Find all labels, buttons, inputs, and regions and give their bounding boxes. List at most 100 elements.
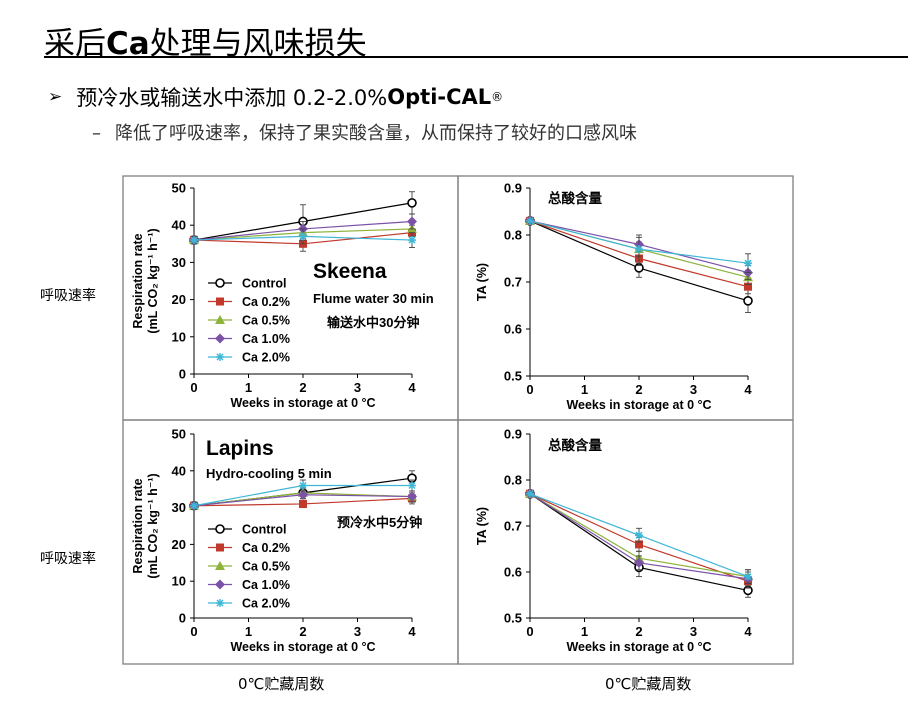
y-tick-label: 50 [172, 427, 186, 442]
chart-legend: Control Ca 0.2% Ca 0.5% Ca 1.0% Ca 2.0% [208, 523, 290, 611]
y-axis-unit: (mL CO₂ kg⁻¹ h⁻¹) [146, 473, 160, 578]
y-axis-label: TA (%) [475, 263, 489, 301]
legend-item: Ca 0.5% [208, 560, 290, 574]
bullet-sub-text: 降低了呼吸速率，保持了果实酸含量，从而保持了较好的口感风味 [115, 123, 637, 144]
marker-diamond [634, 557, 644, 568]
x-tick-label: 2 [635, 624, 642, 639]
y-tick-label: 0.5 [504, 369, 522, 384]
y-tick-label: 0.9 [504, 181, 522, 196]
marker-star [526, 216, 534, 225]
marker-square [299, 499, 307, 508]
x-tick-label: 1 [245, 624, 252, 639]
series-ca-2-0- [526, 216, 752, 274]
bullet-brand: Opti-CAL [387, 85, 492, 109]
marker-star-stroke [299, 481, 307, 490]
legend-label: Control [242, 523, 286, 537]
y-tick-label: 30 [172, 255, 186, 270]
series-ca-2-0- [526, 489, 752, 584]
legend-label: Control [242, 277, 286, 291]
x-axis-label: Weeks in storage at 0 °C [230, 640, 375, 654]
legend-label: Ca 1.0% [242, 332, 290, 346]
legend-label: Ca 2.0% [242, 351, 290, 365]
marker-diamond [215, 579, 225, 590]
x-tick-label: 1 [245, 380, 252, 395]
marker-star [408, 236, 416, 245]
side-label-top: 呼吸速率 [40, 288, 96, 304]
marker-star-stroke [216, 599, 224, 607]
chart-annotation: 总酸含量 [548, 190, 602, 206]
y-tick-label: 0.9 [504, 427, 522, 442]
legend-item: Control [208, 523, 286, 537]
y-tick-label: 0.6 [504, 322, 522, 337]
legend-item: Ca 0.5% [208, 314, 290, 328]
marker-star-stroke [299, 232, 307, 240]
marker-star-stroke [744, 573, 752, 581]
marker-star [635, 531, 643, 540]
chart-annotation: 总酸含量 [548, 437, 602, 453]
x-axis-label: Weeks in storage at 0 °C [566, 640, 711, 654]
x-axis-label: Weeks in storage at 0 °C [230, 396, 375, 410]
marker-star-stroke [408, 481, 416, 490]
marker-triangle [215, 315, 225, 324]
y-tick-label: 0.5 [504, 611, 522, 626]
cultivar-label: Skeena [313, 260, 387, 283]
y-tick-label: 0.6 [504, 565, 522, 580]
marker-star [299, 481, 307, 490]
marker-star-stroke [635, 531, 643, 539]
marker-diamond [407, 216, 417, 227]
x-tick-label: 4 [408, 380, 416, 395]
y-axis-label: Respiration rate [131, 233, 145, 328]
legend-label: Ca 0.2% [242, 295, 290, 309]
bullet-arrow-icon: ➢ [48, 87, 63, 107]
marker-star [635, 245, 643, 254]
y-tick-label: 0 [179, 367, 186, 382]
marker-star-stroke [190, 502, 198, 510]
y-axis-unit: (mL CO₂ kg⁻¹ h⁻¹) [146, 228, 160, 333]
bottom-label-left: 0℃贮藏周数 [238, 675, 325, 693]
bullet-registered-mark: ® [491, 90, 504, 104]
legend-item: Ca 0.2% [208, 295, 290, 309]
marker-diamond [407, 491, 417, 502]
bullet-dash: – [92, 123, 101, 144]
x-tick-label: 0 [190, 624, 197, 639]
marker-diamond [298, 489, 308, 500]
chart-legend: Control Ca 0.2% Ca 0.5% Ca 1.0% Ca 2.0% [208, 277, 290, 365]
legend-item: Ca 2.0% [208, 597, 290, 611]
marker-star-stroke [216, 353, 224, 361]
y-tick-label: 0 [179, 611, 186, 626]
legend-item: Control [208, 277, 286, 291]
y-tick-label: 50 [172, 181, 186, 196]
marker-circle [407, 198, 417, 208]
y-tick-label: 40 [172, 463, 186, 478]
marker-star [408, 481, 416, 490]
treatment-label: Hydro-cooling 5 min [206, 466, 332, 481]
marker-star [216, 353, 224, 361]
marker-circle [215, 278, 225, 288]
chart-panel-3: 0 10 20 30 40 50 0 1 2 3 4 Weeks in storage at 0 °C… [122, 419, 459, 665]
marker-square [635, 540, 643, 549]
marker-star-stroke [744, 259, 752, 267]
treatment-label-cn: 预冷水中5分钟 [337, 515, 422, 530]
chart-frame [457, 419, 794, 665]
marker-star-stroke [635, 245, 643, 253]
x-tick-label: 3 [354, 380, 361, 395]
x-tick-label: 3 [354, 624, 361, 639]
cultivar-label: Lapins [206, 437, 274, 460]
legend-item: Ca 0.2% [208, 541, 290, 555]
marker-triangle [215, 561, 225, 570]
y-tick-label: 30 [172, 500, 186, 515]
y-tick-label: 10 [172, 574, 186, 589]
marker-star [190, 501, 198, 510]
side-label-bottom: 呼吸速率 [40, 551, 96, 567]
x-axis-label: Weeks in storage at 0 °C [566, 398, 711, 412]
chart-panel-4: 0.5 0.6 0.7 0.8 0.9 0 1 2 3 4 Weeks in storage at … [457, 419, 794, 665]
legend-label: Ca 1.0% [242, 578, 290, 592]
legend-label: Ca 0.2% [242, 541, 290, 555]
y-tick-label: 0.8 [504, 473, 522, 488]
x-tick-label: 1 [581, 624, 588, 639]
y-tick-label: 40 [172, 218, 186, 233]
treatment-label-cn: 输送水中30分钟 [327, 315, 419, 330]
marker-star-stroke [190, 236, 198, 244]
legend-item: Ca 1.0% [208, 332, 290, 346]
